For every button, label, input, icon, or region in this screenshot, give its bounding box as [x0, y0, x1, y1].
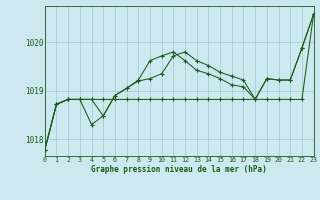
X-axis label: Graphe pression niveau de la mer (hPa): Graphe pression niveau de la mer (hPa) [91, 165, 267, 174]
